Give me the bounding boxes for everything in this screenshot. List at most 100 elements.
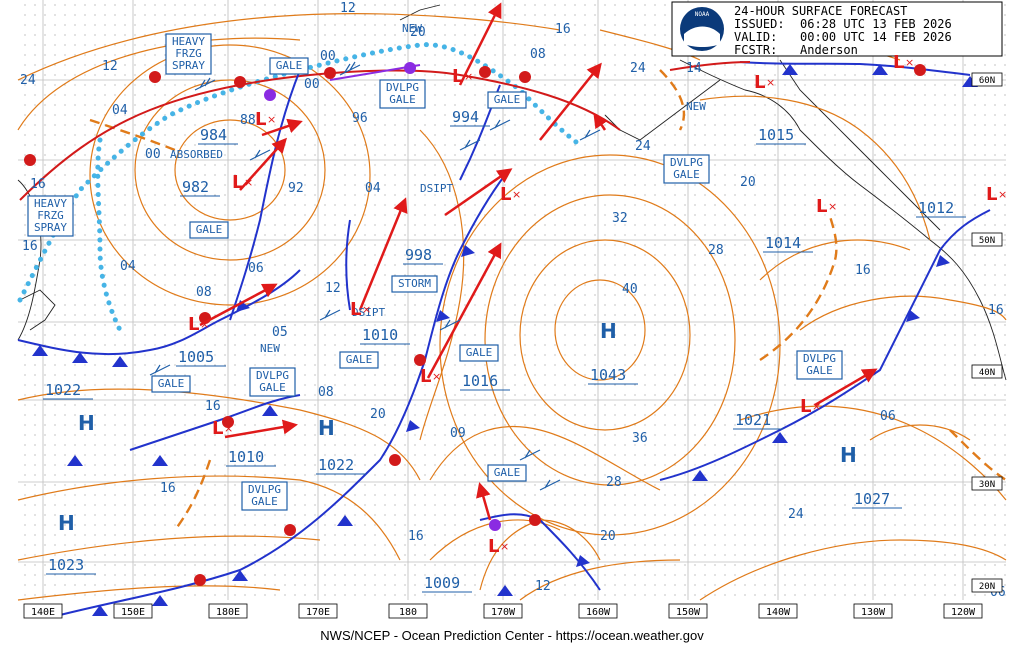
- warning-text: STORM: [398, 277, 431, 290]
- warning-box: [189, 221, 229, 239]
- warning-label: GALE: [269, 57, 309, 75]
- longitude-box: [23, 603, 63, 619]
- pressure-value: 1009: [424, 574, 460, 592]
- isobar-value: 12: [340, 1, 356, 16]
- isobar-value: 28: [708, 243, 724, 258]
- isobar-value: 20: [370, 407, 386, 422]
- warning-box: [796, 350, 843, 380]
- low-center-x-icon: ×: [224, 422, 233, 435]
- annotation-text: NEW: [260, 342, 280, 355]
- warning-text: GALE: [346, 353, 373, 366]
- low-center-x-icon: ×: [766, 76, 775, 89]
- pressure-value: 982: [182, 178, 209, 196]
- pressure-labels: 984 982 994 998 1010 1005 1022 1010 1022 1023 1016…: [43, 108, 966, 593]
- low-center: L: [232, 172, 243, 193]
- pressure-label: 1010: [360, 326, 410, 345]
- latitude-label: 50N: [971, 232, 1003, 247]
- isobar-value: 08: [318, 385, 334, 400]
- warning-label: DVLPG GALE: [796, 350, 843, 380]
- isobar-value: 20: [600, 529, 616, 544]
- warning-label: DVLPG GALE: [249, 367, 296, 397]
- longitude-label: 170E: [298, 603, 338, 619]
- low-center-x-icon: ×: [500, 540, 509, 553]
- pressure-label: 1027: [852, 490, 902, 509]
- isobar-value: 24: [630, 61, 646, 76]
- low-center: L: [488, 536, 499, 557]
- longitude-label: 180E: [208, 603, 248, 619]
- low-center-x-icon: ×: [200, 318, 209, 331]
- latitude-text: 30N: [979, 480, 995, 490]
- warning-label: DVLPG GALE: [241, 481, 288, 511]
- latitude-text: 20N: [979, 582, 995, 592]
- pressure-value: 1022: [45, 381, 81, 399]
- longitude-box: [113, 603, 153, 619]
- isobar-value: 88: [240, 113, 256, 128]
- pressure-value: 1015: [758, 126, 794, 144]
- longitude-box: [208, 603, 248, 619]
- pressure-value: 1014: [765, 234, 801, 252]
- warning-box: [249, 367, 296, 397]
- low-center-x-icon: ×: [812, 400, 821, 413]
- isobar-value: 36: [632, 431, 648, 446]
- pressure-label: 1012: [916, 199, 966, 218]
- low-center: L: [255, 109, 266, 130]
- warning-text: HEAVY FRZG SPRAY: [172, 35, 205, 72]
- warning-text: GALE: [494, 93, 521, 106]
- latitude-label: 30N: [971, 476, 1003, 491]
- pressure-label: 984: [198, 126, 238, 145]
- latitude-box: [971, 364, 1003, 379]
- header-valid-label: VALID:: [734, 30, 777, 44]
- longitude-box: [578, 603, 618, 619]
- longitude-box: [943, 603, 983, 619]
- warning-label: GALE: [151, 375, 191, 393]
- warning-box: [151, 375, 191, 393]
- latitude-box: [971, 476, 1003, 491]
- latitude-text: 50N: [979, 236, 995, 246]
- longitude-label: 140W: [758, 603, 798, 619]
- header-title: 24-HOUR SURFACE FORECAST: [734, 4, 907, 18]
- longitude-text: 140W: [766, 607, 791, 618]
- low-center-x-icon: ×: [905, 56, 914, 69]
- low-center-x-icon: ×: [828, 200, 837, 213]
- low-center-x-icon: ×: [244, 176, 253, 189]
- warning-label: GALE: [459, 344, 499, 362]
- annotation-text: NEW: [686, 100, 706, 113]
- isobar-value: 04: [112, 103, 128, 118]
- longitude-label: 150W: [668, 603, 708, 619]
- pressure-label: 1016: [460, 372, 510, 391]
- isobar-value: 12: [535, 579, 551, 594]
- warning-box: [241, 481, 288, 511]
- isobar-value: 12: [102, 59, 118, 74]
- isobar-value: 32: [612, 211, 628, 226]
- low-center: L: [452, 66, 463, 87]
- pressure-label: 982: [180, 178, 220, 197]
- warning-text: DVLPG GALE: [386, 81, 419, 106]
- longitude-labels: 140E 150E 180E 170E 180 170W 160W 150W 140W 130W 1…: [23, 603, 983, 619]
- warning-box: [459, 344, 499, 362]
- longitude-box: [388, 603, 428, 619]
- pressure-value: 1005: [178, 348, 214, 366]
- low-center-x-icon: ×: [512, 188, 521, 201]
- longitude-box: [853, 603, 893, 619]
- isobar-value: 12: [325, 281, 341, 296]
- annotation-text: DSIPT: [352, 306, 385, 319]
- isobar-value: 16: [555, 22, 571, 37]
- warning-label: STORM: [391, 275, 438, 293]
- warning-text: DVLPG GALE: [670, 156, 703, 181]
- isobar-value: 08: [530, 47, 546, 62]
- header-fcstr-label: FCSTR:: [734, 43, 777, 57]
- noaa-logo-bird: [684, 26, 720, 47]
- isobar-value: 16: [855, 263, 871, 278]
- low-center: L: [816, 196, 827, 217]
- low-center-x-icon: ×: [464, 70, 473, 83]
- latitude-text: 60N: [979, 76, 995, 86]
- isobar-value: 08: [196, 285, 212, 300]
- isobar-value: 04: [120, 259, 136, 274]
- longitude-label: 180: [388, 603, 428, 619]
- pressure-value: 1012: [918, 199, 954, 217]
- annotation-text: ABSORBED: [170, 148, 223, 161]
- dot-grid: [18, 0, 1006, 600]
- pressure-label: 1043: [588, 366, 638, 385]
- warning-text: GALE: [276, 59, 303, 72]
